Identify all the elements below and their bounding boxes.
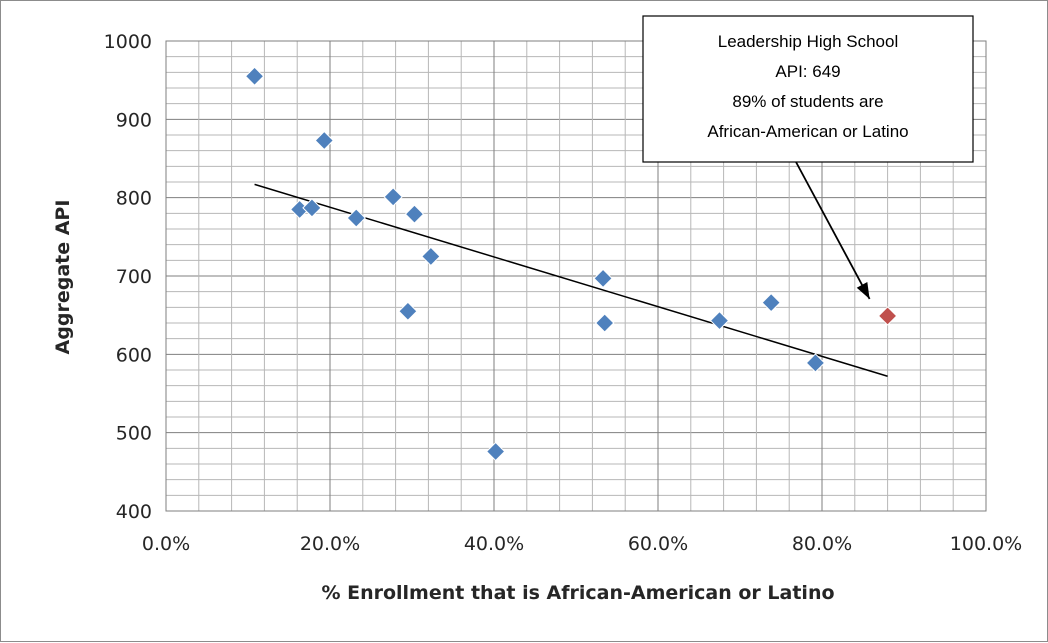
y-tick-label: 500 <box>116 423 152 445</box>
data-point <box>761 292 781 313</box>
callout-arrow-head <box>856 282 870 299</box>
data-point <box>398 301 418 321</box>
y-tick-label: 700 <box>116 266 152 288</box>
data-point <box>709 310 730 331</box>
callout-line: African-American or Latino <box>707 122 908 141</box>
plot-border <box>165 40 987 512</box>
data-point <box>421 246 441 267</box>
data-points <box>244 66 898 462</box>
y-axis-title: Aggregate API <box>52 200 74 355</box>
x-tick-label: 60.0% <box>628 533 688 555</box>
y-axis-tick-labels: 1000 900 800 700 600 500 400 <box>104 31 152 523</box>
y-tick-label: 1000 <box>104 31 152 53</box>
data-point <box>244 66 265 86</box>
y-tick-label: 900 <box>116 109 152 131</box>
data-point <box>485 441 506 462</box>
data-point <box>805 353 826 373</box>
highlighted-data-point <box>877 306 898 326</box>
y-tick-label: 600 <box>116 344 152 366</box>
x-tick-label: 100.0% <box>950 533 1022 555</box>
y-tick-label: 800 <box>116 188 152 210</box>
callout-arrow-line <box>795 161 871 300</box>
data-point <box>302 198 322 218</box>
callout-box <box>642 15 974 163</box>
data-point <box>346 208 366 228</box>
data-point <box>594 313 615 333</box>
callout-line: 89% of students are <box>732 92 883 111</box>
callout-line: API: 649 <box>775 62 840 81</box>
x-axis-tick-labels: 0.0% 20.0% 40.0% 60.0% 80.0% 100.0% <box>142 533 1022 555</box>
y-tick-label: 400 <box>116 501 152 523</box>
data-point <box>383 187 403 207</box>
annotation-callout: Leadership High School API: 649 89% of stu… <box>642 15 974 300</box>
x-tick-label: 0.0% <box>142 533 190 555</box>
data-point <box>404 204 425 224</box>
data-point <box>593 268 613 289</box>
data-point <box>314 130 334 151</box>
callout-line: Leadership High School <box>718 32 899 51</box>
x-tick-label: 20.0% <box>300 533 360 555</box>
x-axis-title: % Enrollment that is African-American or… <box>321 582 834 604</box>
x-tick-label: 80.0% <box>792 533 852 555</box>
x-tick-label: 40.0% <box>464 533 524 555</box>
